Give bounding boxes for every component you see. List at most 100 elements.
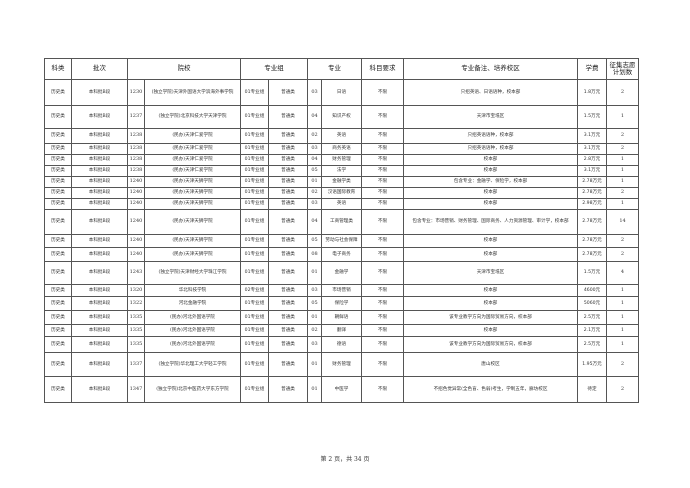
category: 历史类 — [44, 143, 72, 155]
table-row: 历史类 本科批B段 1237 (独立学院)北京科技大学天津学院 01专业组 普通类 04 知识… — [44, 105, 639, 129]
subject-requirement: 不限 — [361, 352, 404, 377]
category: 历史类 — [44, 247, 72, 262]
plan-count: 1 — [606, 336, 639, 353]
school-name: (民办)河北外国语学院 — [144, 336, 241, 353]
major-notes: 校本部 — [403, 234, 578, 248]
group-code: 02专业组 — [240, 284, 269, 297]
major-name: 知识产权 — [321, 105, 362, 129]
table-row: 历史类 本科批B段 1240 (民办)天津天狮学院 01专业组 普通类 02 汉语国际教育 不限… — [44, 187, 639, 199]
subject-requirement: 不限 — [361, 79, 404, 106]
school-code: 1335 — [127, 324, 145, 337]
major-notes: 天津市宝坻区 — [403, 105, 578, 129]
plan-count: 2 — [606, 143, 639, 155]
school-code: 1238 — [127, 165, 145, 177]
tuition: 2.98万元 — [577, 198, 607, 210]
major-code: 01 — [307, 310, 322, 325]
school-code: 1240 — [127, 198, 145, 210]
major-notes: 只招英语语种，校本部 — [403, 128, 578, 144]
major-notes: 校本部 — [403, 324, 578, 337]
school-code: 1238 — [127, 154, 145, 166]
major-code: 03 — [307, 143, 322, 155]
group-code: 01专业组 — [240, 165, 269, 177]
school-code: 1238 — [127, 143, 145, 155]
major-name: 朝鲜语 — [321, 310, 362, 325]
major-code: 03 — [307, 198, 322, 210]
batch: 本科批B段 — [71, 352, 128, 377]
tuition: 待定 — [577, 376, 607, 403]
category: 历史类 — [44, 324, 72, 337]
batch: 本科批B段 — [71, 376, 128, 403]
header-subject-req: 科目要求 — [361, 58, 404, 80]
table-row: 历史类 本科批B段 1347 (独立学院)北京中医药大学东方学院 01专业组 普通类 01 中… — [44, 376, 639, 403]
category: 历史类 — [44, 261, 72, 285]
subject-requirement: 不限 — [361, 336, 404, 353]
tuition: 2.78万元 — [577, 209, 607, 235]
group-type: 普通类 — [268, 209, 308, 235]
table-row: 历史类 本科批B段 1335 (民办)河北外国语学院 01专业组 普通类 03 德语 不限 该专业… — [44, 336, 639, 353]
group-type: 普通类 — [268, 176, 308, 188]
plan-count: 2 — [606, 187, 639, 199]
major-code: 01 — [307, 352, 322, 377]
major-notes: 校本部 — [403, 296, 578, 311]
group-code: 01专业组 — [240, 143, 269, 155]
group-type: 普通类 — [268, 324, 308, 337]
batch: 本科批B段 — [71, 154, 128, 166]
batch: 本科批B段 — [71, 284, 128, 297]
group-type: 普通类 — [268, 336, 308, 353]
table-row: 历史类 本科批B段 1230 (独立学院)天津外国语大学滨海外事学院 01专业组 普通类 0… — [44, 79, 639, 106]
school-name: (独立学院)天津外国语大学滨海外事学院 — [144, 79, 241, 106]
admission-plan-table: 科类 批次 院校 专业组 专业 科目要求 专业备注、培养校区 学费 征集志愿计划… — [44, 58, 639, 403]
plan-count: 1 — [606, 154, 639, 166]
table-row: 历史类 本科批B段 1238 (民办)天津仁爱学院 01专业组 普通类 04 财务管理 不限 校本… — [44, 154, 639, 166]
major-notes: 包含专业：市场营销、财务管理、国际商务、人力资源管理、审计学，校本部 — [403, 209, 578, 235]
group-type: 普通类 — [268, 154, 308, 166]
school-code: 1337 — [127, 352, 145, 377]
batch: 本科批B段 — [71, 324, 128, 337]
school-name: (民办)天津仁爱学院 — [144, 165, 241, 177]
group-code: 01专业组 — [240, 324, 269, 337]
batch: 本科批B段 — [71, 128, 128, 144]
subject-requirement: 不限 — [361, 284, 404, 297]
group-code: 01专业组 — [240, 176, 269, 188]
batch: 本科批B段 — [71, 336, 128, 353]
batch: 本科批B段 — [71, 187, 128, 199]
group-type: 普通类 — [268, 296, 308, 311]
subject-requirement: 不限 — [361, 310, 404, 325]
school-code: 1335 — [127, 336, 145, 353]
tuition: 1.5万元 — [577, 261, 607, 285]
table-row: 历史类 本科批B段 1322 河北金融学院 01专业组 普通类 05 保险学 不限 校本部 5060… — [44, 296, 639, 311]
school-code: 1335 — [127, 310, 145, 325]
tuition: 5060元 — [577, 296, 607, 311]
major-notes: 校本部 — [403, 187, 578, 199]
table-row: 历史类 本科批B段 1335 (民办)河北外国语学院 01专业组 普通类 02 翻译 不限 校本部… — [44, 324, 639, 337]
school-code: 1347 — [127, 376, 145, 403]
school-code: 1237 — [127, 105, 145, 129]
table-row: 历史类 本科批B段 1337 (独立学院)华北理工大学轻工学院 01专业组 普通类 01 财务… — [44, 352, 639, 377]
tuition: 2.78万元 — [577, 176, 607, 188]
school-name: (民办)天津仁爱学院 — [144, 143, 241, 155]
group-type: 普通类 — [268, 376, 308, 403]
table-row: 历史类 本科批B段 1238 (民办)天津仁爱学院 01专业组 普通类 03 商务英语 不限 只招… — [44, 143, 639, 155]
tuition: 4600元 — [577, 284, 607, 297]
major-code: 02 — [307, 128, 322, 144]
major-code: 02 — [307, 324, 322, 337]
school-name: (民办)天津天狮学院 — [144, 187, 241, 199]
table-row: 历史类 本科批B段 1243 (独立学院)天津财经大学珠江学院 01专业组 普通类 01 金融… — [44, 261, 639, 285]
category: 历史类 — [44, 284, 72, 297]
school-code: 1240 — [127, 209, 145, 235]
subject-requirement: 不限 — [361, 324, 404, 337]
school-name: 河北金融学院 — [144, 296, 241, 311]
major-name: 劳动与社会保障 — [321, 234, 362, 248]
plan-count: 14 — [606, 209, 639, 235]
plan-count: 1 — [606, 310, 639, 325]
category: 历史类 — [44, 209, 72, 235]
category: 历史类 — [44, 105, 72, 129]
category: 历史类 — [44, 165, 72, 177]
major-code: 01 — [307, 261, 322, 285]
batch: 本科批B段 — [71, 105, 128, 129]
group-type: 普通类 — [268, 198, 308, 210]
tuition: 2.78万元 — [577, 234, 607, 248]
major-code: 03 — [307, 336, 322, 353]
plan-count: 1 — [606, 198, 639, 210]
major-name: 电子商务 — [321, 247, 362, 262]
